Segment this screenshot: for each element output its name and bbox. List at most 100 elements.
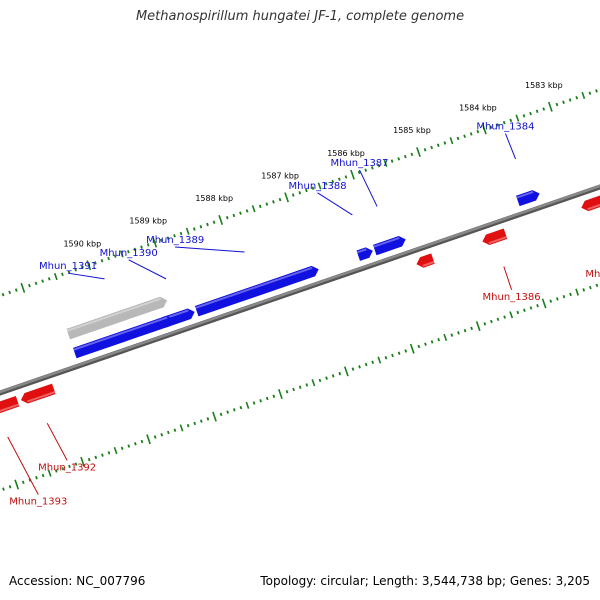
tick-lower	[252, 401, 256, 405]
tick-lower	[496, 317, 500, 321]
tick-upper	[199, 225, 203, 229]
tick-upper	[588, 91, 592, 95]
tick-lower	[186, 423, 190, 428]
tick-upper	[547, 101, 553, 112]
mhun-1387-leader	[359, 169, 378, 207]
tick-lower	[569, 292, 572, 297]
tick-upper	[212, 220, 216, 224]
tick-lower	[107, 451, 111, 455]
tick-lower	[397, 351, 401, 355]
tick-upper	[94, 261, 97, 265]
tick-lower	[475, 321, 481, 332]
mhun-1388-leader	[317, 192, 353, 216]
tick-label: 1583 kbp	[525, 81, 563, 90]
gene-highlight	[356, 248, 367, 254]
tick-upper	[74, 268, 77, 272]
gene-highlight	[422, 260, 435, 267]
tick-lower	[424, 342, 427, 346]
tick-upper	[265, 202, 269, 206]
tick-lower	[74, 462, 78, 466]
tick-lower	[371, 360, 375, 365]
tick-upper	[542, 107, 546, 111]
tick-lower	[351, 367, 355, 371]
tick-upper	[403, 154, 407, 159]
tick-lower	[35, 476, 38, 480]
tick-lower	[80, 456, 86, 467]
tick-label: 1584 kbp	[459, 103, 497, 112]
tick-lower	[364, 362, 368, 367]
tick-upper	[410, 152, 414, 157]
tick-lower	[285, 390, 289, 394]
tick-lower	[457, 331, 460, 335]
tick-upper	[298, 191, 302, 195]
tick-lower	[272, 394, 276, 398]
tick-lower	[127, 444, 131, 448]
tick-upper	[443, 141, 447, 145]
mhun-1391-gene-arrow	[66, 296, 168, 340]
tick-upper	[331, 179, 335, 184]
tick-lower	[212, 411, 217, 422]
tick-lower	[305, 383, 309, 387]
tick-lower	[443, 333, 448, 341]
tick-upper	[159, 238, 163, 243]
tick-lower	[404, 349, 408, 353]
tick-lower	[68, 464, 71, 469]
tick-upper	[119, 250, 124, 258]
tick-lower	[94, 455, 98, 460]
tick-upper	[258, 204, 262, 209]
backbone-line	[0, 184, 600, 394]
tick-tracks: 1583 kbp 1584 kbp 1585 kbp 1586 kbp 1587 kbp…	[1, 81, 599, 491]
tick-lower	[562, 294, 566, 299]
tick-upper	[206, 222, 209, 227]
tick-upper	[390, 159, 394, 163]
tick-lower	[311, 379, 316, 387]
mhun-1390-label: Mhun_1390	[100, 248, 158, 259]
tick-lower	[146, 434, 151, 445]
mhun-1392-leader	[46, 423, 68, 461]
mhun-1385-gene-arrow	[581, 195, 600, 212]
mhun-1389-leader	[175, 246, 245, 253]
tick-lower	[541, 298, 547, 309]
tick-lower	[278, 389, 283, 399]
tick-upper	[173, 234, 176, 238]
tick-upper	[364, 168, 368, 172]
tick-lower	[292, 387, 295, 392]
tick-upper	[47, 277, 51, 281]
tick-lower	[588, 285, 592, 290]
accession-text: Accession: NC_007796	[9, 574, 146, 588]
tick-upper	[166, 236, 170, 240]
tick-lower	[509, 311, 514, 319]
tick-lower	[325, 376, 328, 380]
tick-lower	[483, 322, 487, 326]
tick-upper	[496, 123, 499, 127]
tick-upper	[1, 292, 5, 297]
tick-upper	[34, 281, 38, 286]
unnamed-gene-arrow	[416, 253, 435, 268]
tick-upper	[284, 192, 289, 203]
tick-upper	[239, 211, 242, 215]
gene-track	[0, 190, 600, 414]
gene-highlight	[26, 391, 56, 403]
tick-upper	[562, 100, 565, 104]
tick-label: 1586 kbp	[327, 149, 365, 158]
tick-lower	[219, 412, 223, 417]
tick-upper	[482, 124, 487, 135]
tick-lower	[470, 326, 473, 331]
mhun-1386-gene-arrow	[482, 228, 508, 245]
tick-lower	[47, 469, 52, 477]
tick-upper	[463, 134, 466, 138]
mhun-1385-label: Mhun_1385	[585, 269, 600, 280]
tick-lower	[153, 435, 157, 439]
tick-upper	[436, 143, 440, 147]
tick-lower	[179, 424, 184, 432]
tick-lower	[430, 340, 434, 344]
mhun-1391-label: Mhun_1391	[39, 261, 97, 272]
genome-title: Methanospirillum hungatei JF-1, complete…	[135, 9, 465, 24]
mhun-1393-gene-arrow	[0, 396, 20, 414]
tick-upper	[225, 215, 229, 220]
tick-lower	[331, 374, 335, 378]
tick-lower	[384, 356, 388, 360]
mhun-1384-leader	[505, 133, 517, 160]
tick-upper	[502, 120, 506, 125]
